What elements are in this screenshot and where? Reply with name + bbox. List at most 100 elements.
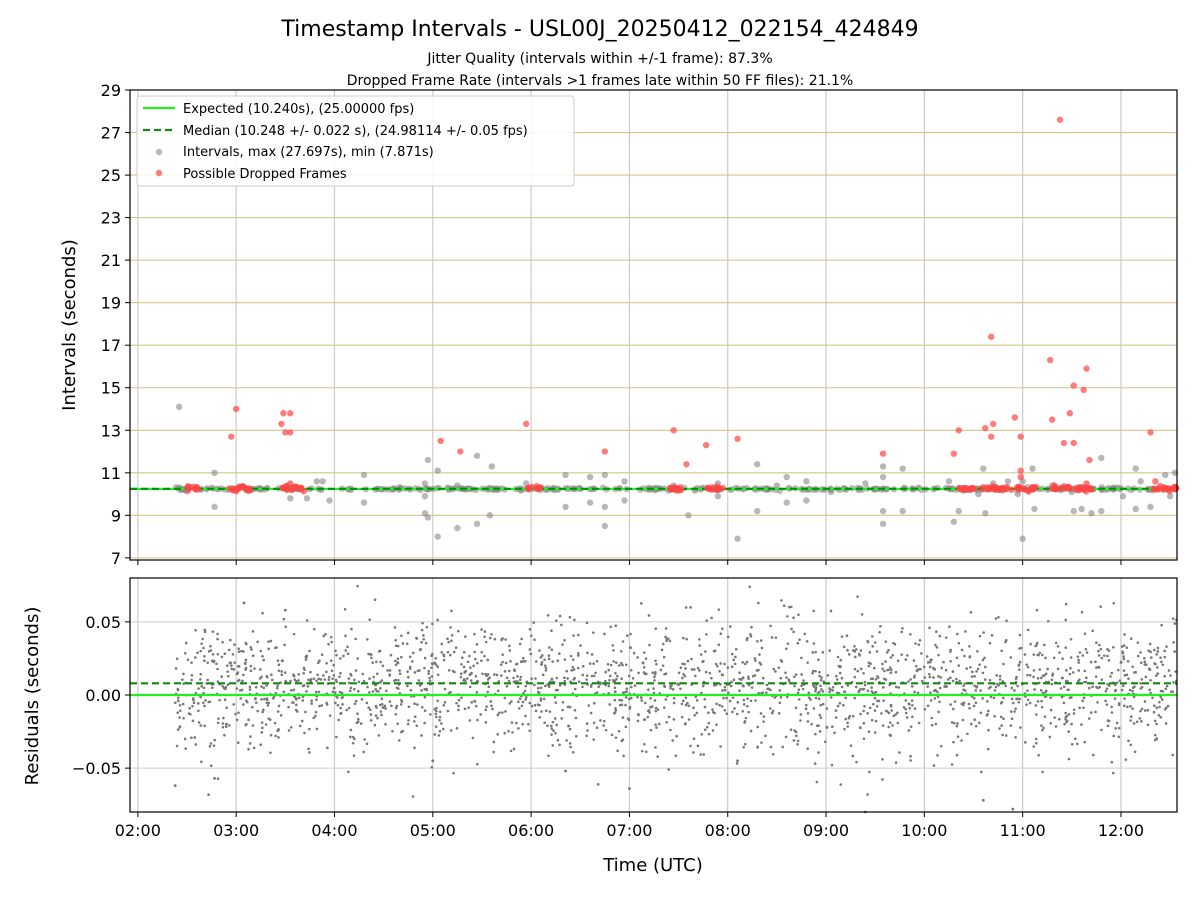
residual-point	[884, 709, 888, 713]
residual-point	[629, 685, 633, 689]
residual-point	[539, 697, 543, 700]
residual-point	[1034, 704, 1038, 707]
residual-point	[1098, 643, 1101, 647]
residual-point	[1125, 673, 1129, 677]
residual-point	[686, 701, 689, 705]
residual-point	[937, 675, 940, 678]
residual-point	[536, 703, 540, 706]
residual-point	[705, 619, 709, 622]
residual-point	[778, 689, 782, 692]
bottom-plot-marks	[130, 584, 1178, 814]
residual-point	[1140, 707, 1144, 711]
residual-point	[548, 710, 552, 713]
residual-point	[1167, 669, 1171, 672]
residual-point	[862, 687, 866, 691]
residual-point	[216, 680, 220, 683]
residual-point	[1099, 605, 1102, 608]
residual-point	[462, 650, 466, 654]
bottom-xtick-label-7: 09:00	[803, 821, 849, 840]
residual-point	[594, 671, 597, 675]
residual-point	[932, 764, 936, 767]
residual-point	[679, 687, 682, 691]
residual-point	[1066, 680, 1070, 683]
residual-point	[497, 680, 500, 683]
residual-point	[315, 727, 319, 731]
residual-point	[1009, 710, 1013, 713]
dropped-frame-point	[704, 485, 711, 492]
residual-point	[966, 732, 969, 736]
dropped-frame-point	[1048, 416, 1056, 423]
residual-point	[520, 637, 523, 641]
residual-point	[862, 709, 865, 713]
residual-point	[892, 641, 895, 645]
residual-point	[325, 701, 328, 705]
residual-point	[572, 668, 576, 671]
residual-point	[410, 660, 414, 663]
residual-point	[314, 710, 318, 714]
residual-point	[797, 698, 801, 701]
residual-point	[677, 671, 681, 675]
residual-point	[539, 699, 543, 702]
residual-point	[427, 672, 430, 676]
residual-point	[1163, 649, 1166, 653]
interval-point	[879, 473, 887, 481]
residual-point	[451, 669, 455, 673]
residual-point	[569, 654, 573, 658]
residual-point	[561, 708, 564, 712]
residual-point	[620, 649, 623, 653]
residual-point	[846, 684, 850, 687]
residual-point	[1105, 703, 1109, 706]
residual-point	[939, 676, 943, 679]
residual-point	[1018, 697, 1022, 701]
dropped-frame-point	[1154, 486, 1161, 493]
residual-point	[1123, 633, 1126, 636]
residual-point	[821, 702, 825, 706]
residual-point	[202, 686, 206, 690]
residual-point	[1129, 743, 1133, 747]
residual-point	[977, 721, 981, 725]
residual-point	[268, 718, 272, 721]
residual-point	[436, 618, 439, 622]
residual-point	[292, 674, 296, 678]
residual-point	[955, 632, 959, 636]
residual-point	[640, 602, 643, 605]
residual-point	[1164, 687, 1168, 691]
residual-point	[896, 721, 900, 725]
residual-point	[1004, 684, 1008, 688]
residual-point	[365, 742, 369, 746]
residual-point	[518, 678, 522, 682]
residual-point	[466, 677, 469, 680]
residual-point	[812, 609, 816, 613]
residual-point	[1172, 641, 1175, 644]
residual-point	[1076, 655, 1080, 658]
residual-point	[533, 638, 536, 641]
residual-point	[891, 654, 895, 657]
residual-point	[199, 649, 203, 653]
residual-point	[973, 684, 976, 688]
residual-point	[307, 747, 310, 751]
residual-point	[433, 707, 437, 711]
residual-point	[203, 704, 206, 708]
residual-point	[468, 685, 472, 689]
residual-point	[356, 689, 360, 693]
interval-point	[1119, 492, 1127, 500]
residual-point	[888, 666, 892, 669]
residual-point	[684, 703, 688, 707]
residual-point	[471, 736, 475, 740]
residual-point	[390, 704, 393, 708]
residual-point	[461, 656, 464, 660]
residual-point	[427, 669, 431, 673]
residual-point	[1129, 715, 1133, 718]
residual-point	[226, 674, 230, 678]
residual-point	[254, 685, 258, 689]
dropped-frame-point	[1017, 433, 1024, 440]
residual-point	[618, 703, 622, 707]
residual-point	[207, 650, 211, 653]
residual-point	[396, 722, 399, 725]
residual-point	[318, 659, 321, 663]
residual-point	[707, 711, 710, 715]
residual-point	[1107, 719, 1111, 723]
residual-point	[275, 686, 279, 690]
residual-point	[743, 742, 747, 746]
dropped-frame-point	[1015, 483, 1023, 491]
